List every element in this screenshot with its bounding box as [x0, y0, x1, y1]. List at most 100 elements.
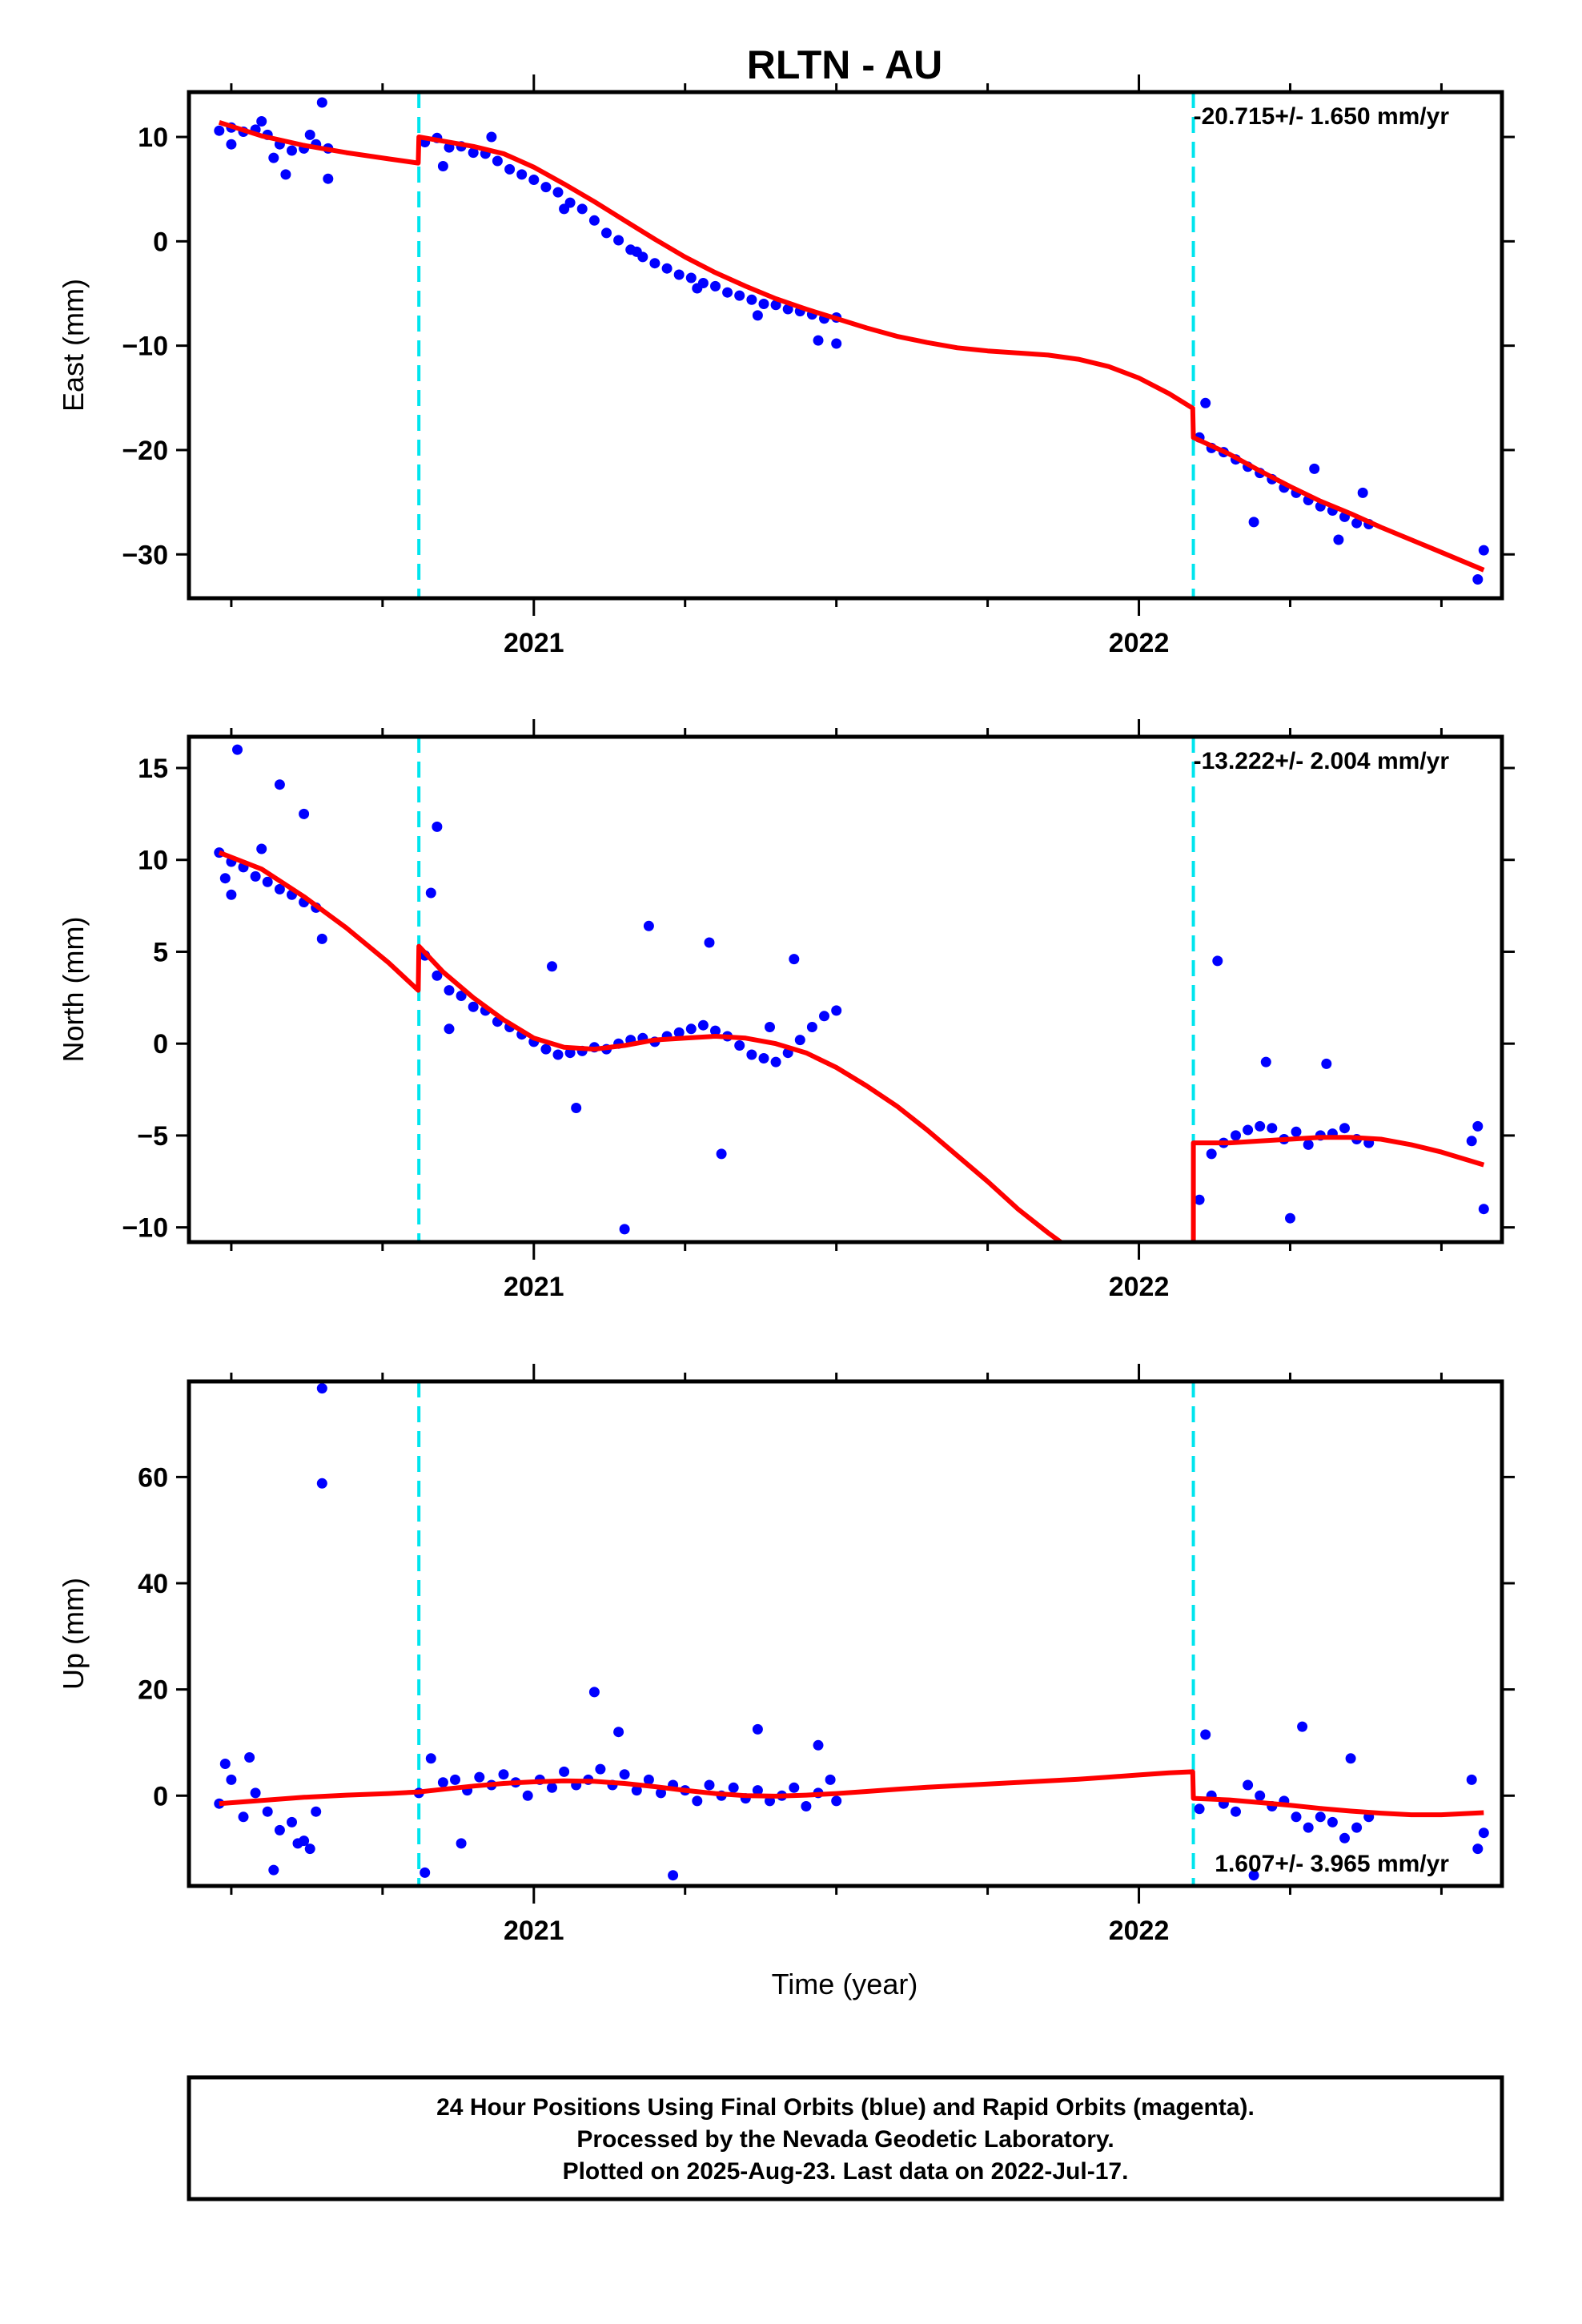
data-point — [262, 1806, 273, 1817]
data-point — [813, 335, 824, 346]
footer-line-1: 24 Hour Positions Using Final Orbits (bl… — [436, 2094, 1255, 2121]
y-tick-label: 0 — [153, 1029, 168, 1059]
y-axis-title: Up (mm) — [57, 1578, 90, 1690]
footer-line-2: Processed by the Nevada Geodetic Laborat… — [576, 2126, 1114, 2153]
data-point — [311, 1806, 322, 1817]
y-tick-label: 10 — [138, 123, 168, 153]
data-point — [588, 1687, 600, 1698]
panel-frame — [187, 1379, 1504, 1888]
data-point — [1231, 1806, 1241, 1817]
plot-area-up — [214, 1381, 1489, 1886]
data-point — [1339, 1123, 1350, 1134]
data-point — [316, 933, 327, 944]
data-point — [1472, 1844, 1484, 1855]
data-point — [656, 1787, 666, 1799]
x-tick-label: 2022 — [1109, 1272, 1170, 1302]
data-point — [1345, 1753, 1356, 1764]
data-point — [1478, 545, 1489, 556]
y-tick-label: 5 — [153, 937, 168, 967]
y-tick-label: 15 — [138, 754, 168, 784]
data-point — [437, 161, 448, 171]
data-point — [752, 1785, 763, 1796]
data-point — [540, 182, 552, 193]
data-point — [692, 1795, 703, 1807]
data-point — [299, 808, 310, 819]
data-point — [758, 1053, 769, 1063]
data-point — [746, 294, 757, 305]
data-point — [1291, 1811, 1302, 1823]
data-point — [1260, 1056, 1271, 1068]
data-point — [631, 1785, 642, 1796]
data-point — [1351, 1822, 1363, 1833]
x-tick-label: 2021 — [504, 1272, 564, 1302]
data-point — [758, 299, 769, 309]
panel-north: 15 10 5 0 −5 −10 2021 2022 North (mm) -13.222+/- … — [57, 719, 1515, 1302]
panel-frame — [187, 90, 1504, 601]
data-point — [432, 970, 443, 981]
y-tick-label: 0 — [153, 227, 168, 257]
data-point — [552, 187, 564, 198]
data-point — [619, 1769, 630, 1780]
data-point — [1333, 534, 1344, 545]
data-point — [576, 203, 588, 215]
panel-frame — [187, 734, 1504, 1244]
data-point — [1285, 1212, 1295, 1224]
data-point — [292, 1838, 303, 1849]
data-point — [613, 1727, 624, 1738]
data-point — [1303, 1822, 1314, 1833]
data-point — [661, 263, 673, 274]
data-point — [643, 1774, 654, 1785]
data-point — [734, 1040, 745, 1051]
data-point — [468, 147, 479, 159]
data-point — [746, 1049, 757, 1060]
x-tick-label: 2021 — [504, 628, 564, 658]
data-point — [643, 920, 654, 931]
y-tick-label: −5 — [137, 1121, 168, 1152]
data-point — [831, 1795, 842, 1807]
data-point — [1291, 1126, 1302, 1137]
data-point — [1231, 1130, 1241, 1141]
data-point — [522, 1790, 533, 1801]
y-axis-title: East (mm) — [57, 279, 90, 412]
data-point — [450, 1774, 460, 1785]
model-line-1 — [218, 119, 1485, 573]
data-point — [794, 1035, 805, 1046]
data-point — [498, 1769, 509, 1780]
data-point — [559, 1766, 570, 1777]
data-point — [1255, 1120, 1266, 1132]
data-point — [825, 1774, 836, 1785]
data-point — [444, 1023, 455, 1035]
data-point — [831, 1005, 842, 1016]
data-point — [516, 169, 528, 180]
y-tick-label: 40 — [138, 1569, 168, 1599]
data-point — [819, 1011, 829, 1022]
data-point — [571, 1103, 582, 1113]
data-point — [789, 1782, 800, 1793]
data-point — [268, 1864, 279, 1876]
data-point — [287, 1816, 297, 1827]
data-point — [219, 873, 231, 884]
data-point — [316, 97, 327, 108]
data-point — [704, 937, 715, 948]
data-point — [456, 1838, 467, 1849]
data-point — [274, 883, 285, 895]
y-tick-label: −20 — [122, 436, 168, 466]
data-point — [547, 961, 557, 972]
data-point — [710, 280, 721, 292]
data-point — [1243, 1124, 1254, 1136]
data-point — [540, 1043, 552, 1055]
plot-area-north — [214, 737, 1489, 1242]
data-point — [268, 152, 279, 163]
data-point — [601, 227, 612, 239]
data-point — [492, 155, 503, 167]
data-point — [801, 1801, 812, 1811]
data-point — [504, 163, 516, 175]
data-point — [425, 887, 436, 899]
y-tick-label: 10 — [138, 846, 168, 876]
data-point — [619, 1224, 630, 1235]
data-point — [528, 175, 540, 185]
data-point — [262, 876, 273, 887]
data-point — [1315, 1811, 1326, 1823]
data-point — [704, 1779, 715, 1791]
